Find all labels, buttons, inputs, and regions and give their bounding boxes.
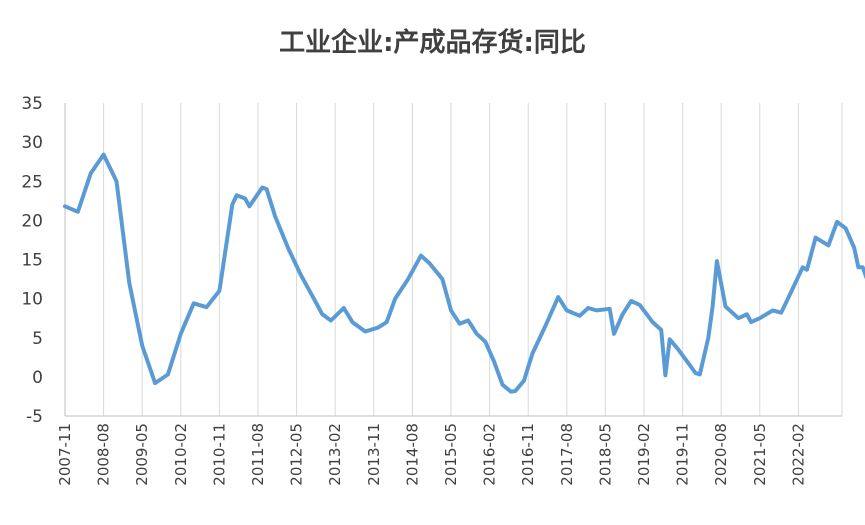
x-tick-label: 2007-11: [56, 423, 74, 486]
y-tick-label: 5: [32, 329, 43, 349]
chart-title: 工业企业:产成品存货:同比: [279, 28, 586, 58]
y-axis-ticks: 35 30 25 20 15 10 5 0 -5: [21, 94, 43, 427]
y-tick-label: 0: [32, 368, 43, 388]
y-tick-label: 20: [21, 211, 43, 231]
x-tick-label: 2018-05: [596, 423, 614, 486]
x-tick-label: 2014-08: [403, 423, 421, 486]
y-tick-label: -5: [26, 407, 43, 427]
x-tick-label: 2022-02: [789, 423, 807, 486]
y-tick-label: 25: [21, 172, 43, 192]
y-tick-label: 35: [21, 94, 43, 114]
y-tick-label: 10: [21, 290, 43, 310]
y-tick-label: 15: [21, 251, 43, 271]
grid-lines: [64, 103, 843, 416]
x-tick-label: 2012-05: [288, 423, 306, 486]
y-tick-label: 30: [21, 133, 43, 153]
x-tick-label: 2011-08: [249, 423, 267, 486]
x-tick-label: 2010-02: [172, 423, 190, 486]
x-axis-ticks: 2007-11 2008-08 2009-05 2010-02 2010-11 2011-…: [56, 423, 807, 486]
x-tick-label: 2019-11: [674, 423, 692, 486]
series-layer: [63, 152, 865, 394]
x-tick-label: 2013-02: [326, 423, 344, 486]
x-tick-label: 2021-05: [751, 423, 769, 486]
x-tick-label: 2013-11: [365, 423, 383, 486]
x-tick-label: 2017-08: [558, 423, 576, 486]
x-tick-label: 2010-11: [210, 423, 228, 486]
axes: [64, 103, 842, 417]
x-tick-label: 2019-02: [635, 423, 653, 486]
series-line: [63, 152, 865, 394]
x-tick-label: 2020-08: [712, 423, 730, 486]
x-tick-label: 2015-05: [442, 423, 460, 486]
x-tick-label: 2016-11: [519, 423, 537, 486]
x-tick-label: 2009-05: [133, 423, 151, 486]
x-tick-label: 2016-02: [481, 423, 499, 486]
x-tick-label: 2008-08: [95, 423, 113, 486]
